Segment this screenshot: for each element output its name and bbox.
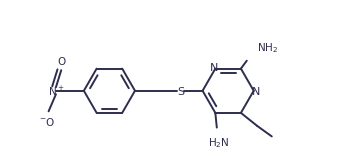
Text: N$^+$: N$^+$ (48, 85, 64, 98)
Text: $^{-}$O: $^{-}$O (39, 116, 55, 128)
Text: S: S (177, 87, 184, 97)
Text: H$_2$N: H$_2$N (207, 136, 229, 150)
Text: N: N (210, 63, 218, 73)
Text: O: O (57, 57, 65, 67)
Text: N: N (252, 87, 260, 97)
Text: NH$_2$: NH$_2$ (257, 41, 278, 55)
